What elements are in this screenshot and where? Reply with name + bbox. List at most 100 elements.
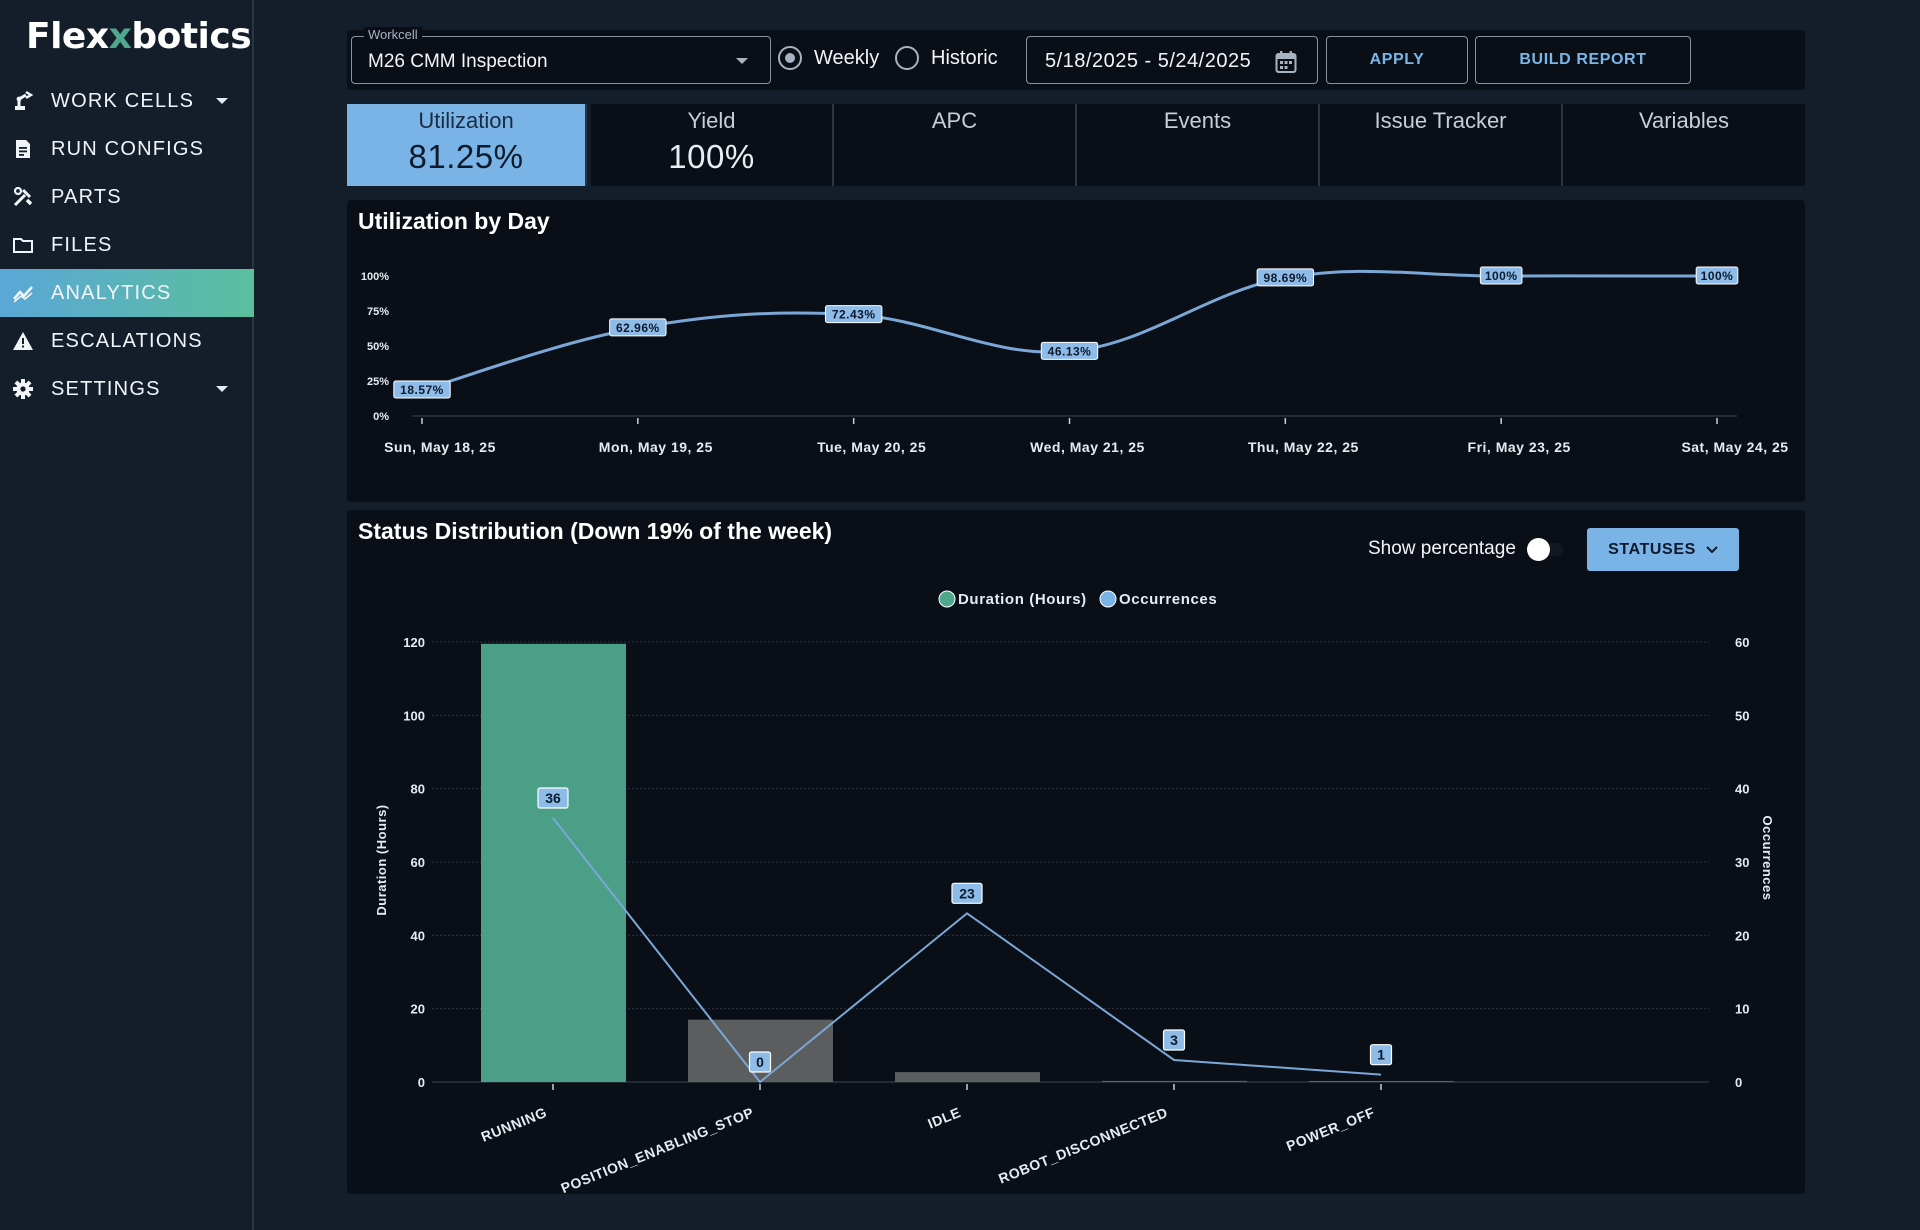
data-label: 98.69% [1256, 268, 1315, 287]
data-label-box [1369, 1044, 1393, 1066]
x-tick-label: Sat, May 24, 25 [1681, 439, 1788, 455]
date-range-value: 5/18/2025 - 5/24/2025 [1045, 50, 1252, 72]
y-tick-label: 100% [361, 271, 389, 283]
tab-utilization[interactable]: Utilization 81.25% [347, 104, 587, 186]
y-left-tick-label: 80 [411, 782, 425, 797]
data-label-text: 18.57% [400, 383, 444, 397]
sidebar-nav: WORK CELLS RUN CONFIGS PARTS FILES AN [0, 77, 254, 413]
data-label: 72.43% [824, 305, 883, 324]
chevron-down-icon [216, 386, 228, 392]
data-label-text: 100% [1485, 269, 1518, 283]
gear-icon [12, 378, 34, 400]
x-category-label: IDLE [925, 1104, 963, 1132]
chevron-down-icon [216, 98, 228, 104]
x-tick-label: Thu, May 22, 25 [1248, 439, 1359, 455]
brand-logo[interactable]: Flexxbotics [26, 16, 252, 57]
data-label: 0 [748, 1051, 772, 1073]
dropdown-arrow-icon [736, 58, 748, 64]
y-left-tick-label: 0 [418, 1075, 425, 1090]
x-tick-label: Mon, May 19, 25 [599, 439, 713, 455]
sidebar-item-analytics[interactable]: ANALYTICS [0, 269, 254, 317]
tab-yield[interactable]: Yield 100% [591, 104, 834, 186]
sidebar-item-work-cells[interactable]: WORK CELLS [0, 77, 254, 125]
workcell-label: Workcell [364, 27, 422, 42]
workcell-select[interactable]: Workcell M26 CMM Inspection [351, 27, 771, 84]
tab-variables[interactable]: Variables [1563, 104, 1805, 186]
y-right-tick-label: 40 [1735, 782, 1749, 797]
data-label-box [1040, 341, 1099, 360]
data-label: 18.57% [393, 380, 451, 399]
utilization-panel-title: Utilization by Day [358, 208, 550, 234]
tools-icon [12, 186, 34, 208]
x-tick-label: Tue, May 20, 25 [817, 439, 926, 455]
data-label-box [748, 1051, 772, 1073]
sidebar-item-label: ESCALATIONS [51, 329, 203, 352]
sidebar-item-settings[interactable]: SETTINGS [0, 365, 254, 413]
bar [1102, 1080, 1247, 1082]
calendar-icon[interactable] [1275, 50, 1297, 79]
tab-apc[interactable]: APC [834, 104, 1077, 186]
date-range-input[interactable]: 5/18/2025 - 5/24/2025 [1026, 36, 1318, 84]
sidebar-item-parts[interactable]: PARTS [0, 173, 254, 221]
statuses-dropdown-button[interactable]: STATUSES [1587, 528, 1739, 571]
warning-icon [12, 330, 34, 352]
data-label-text: 100% [1701, 269, 1734, 283]
radio-weekly-label: Weekly [814, 46, 880, 69]
y-left-tick-label: 40 [411, 928, 425, 943]
data-label-text: 36 [545, 790, 561, 806]
y-left-tick-label: 120 [403, 635, 425, 650]
tab-issue-tracker[interactable]: Issue Tracker [1320, 104, 1563, 186]
utilization-line-chart: 0% 25% 50% 75% 100% Sun, May 18, 25 Mon, May 1… [361, 266, 1788, 455]
radio-historic[interactable]: Historic [895, 46, 998, 70]
metric-title: Yield [687, 108, 736, 133]
show-percentage-toggle[interactable] [1527, 536, 1563, 562]
status-distribution-panel: Status Distribution (Down 19% of the wee… [347, 510, 1805, 1194]
sidebar-item-label: RUN CONFIGS [51, 137, 205, 160]
sidebar-item-run-configs[interactable]: RUN CONFIGS [0, 125, 254, 173]
sidebar-item-escalations[interactable]: ESCALATIONS [0, 317, 254, 365]
metric-title: APC [931, 108, 978, 133]
data-label-box [393, 380, 451, 399]
data-label-box [609, 318, 667, 337]
build-report-button[interactable]: BUILD REPORT [1475, 36, 1691, 84]
data-label-text: 1 [1377, 1047, 1385, 1063]
legend-swatch-duration [938, 590, 956, 608]
data-label-box [537, 787, 569, 809]
status-panel-title: Status Distribution (Down 19% of the wee… [358, 518, 833, 544]
metric-title: Issue Tracker [1374, 108, 1507, 133]
y-tick-label: 0% [373, 411, 389, 423]
data-label-text: 72.43% [832, 308, 876, 322]
y-right-tick-label: 0 [1735, 1075, 1742, 1090]
radio-circle-icon [778, 46, 802, 70]
apply-button[interactable]: APPLY [1326, 36, 1468, 84]
tab-events[interactable]: Events [1077, 104, 1320, 186]
radio-weekly[interactable]: Weekly [778, 46, 879, 70]
data-label: 100% [1695, 266, 1739, 285]
bar [1309, 1081, 1454, 1082]
legend-label-occurrences: Occurrences [1119, 591, 1217, 608]
data-label-text: 62.96% [616, 321, 660, 335]
sidebar-item-label: SETTINGS [51, 377, 161, 400]
bar [895, 1072, 1040, 1082]
y-right-tick-label: 60 [1735, 635, 1749, 650]
y-left-tick-label: 100 [403, 708, 425, 723]
y-tick-label: 25% [367, 376, 389, 388]
metric-title: Variables [1638, 108, 1730, 133]
y-right-axis-title: Occurrences [1760, 816, 1775, 901]
metric-value: 100% [668, 138, 755, 175]
data-label-text: 98.69% [1263, 271, 1307, 285]
legend-label-duration: Duration (Hours) [958, 591, 1087, 608]
sidebar-item-files[interactable]: FILES [0, 221, 254, 269]
legend-swatch-occurrences [1099, 590, 1117, 608]
y-tick-label: 75% [367, 306, 389, 318]
y-right-tick-label: 50 [1735, 708, 1749, 723]
data-label-box [1256, 268, 1315, 287]
sidebar-item-label: FILES [51, 233, 113, 256]
radio-circle-icon [895, 46, 919, 70]
data-label-box [1695, 266, 1739, 285]
sidebar-item-label: WORK CELLS [51, 89, 195, 112]
x-category-label: POSITION_ENABLING_STOP [559, 1104, 757, 1194]
filter-toolbar: Workcell M26 CMM Inspection Weekly Histo… [347, 27, 1805, 90]
metric-title: Utilization [418, 108, 514, 133]
